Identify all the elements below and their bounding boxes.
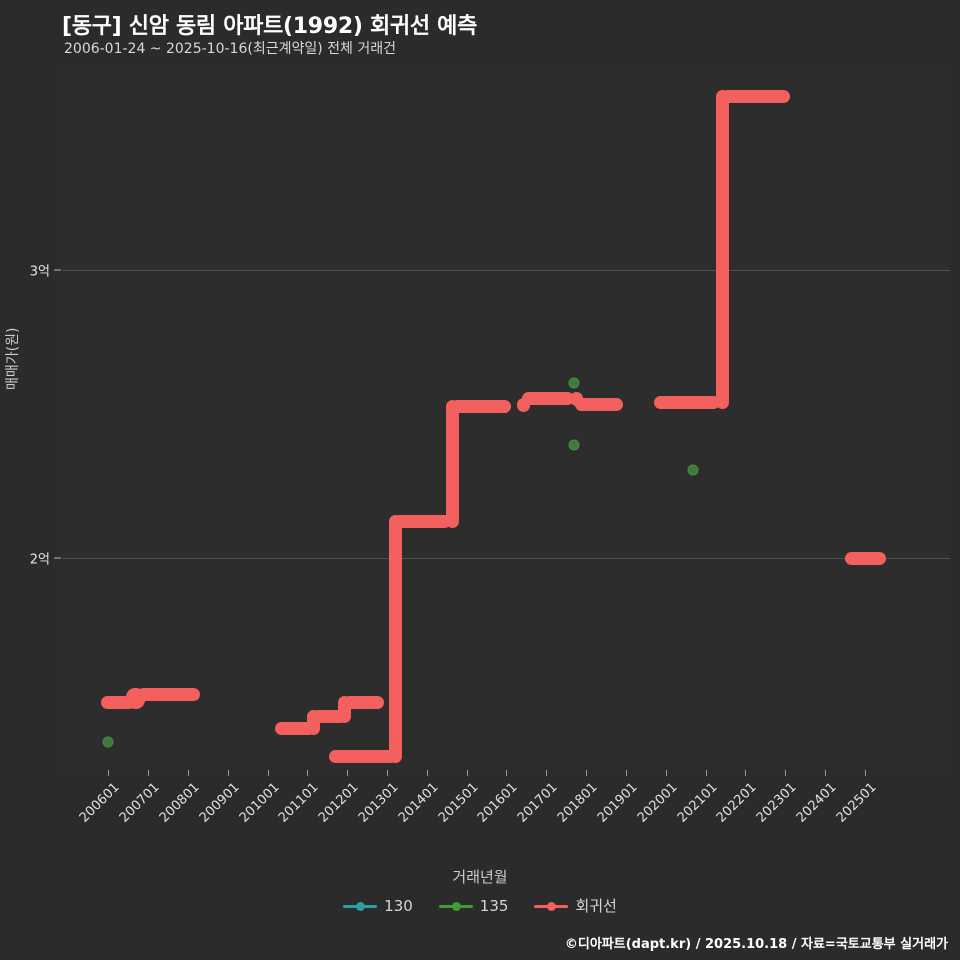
x-tick-label: 201801 (554, 780, 601, 826)
x-tick-label: 202001 (634, 780, 681, 826)
legend-label: 135 (479, 896, 509, 915)
x-tick-label: 200701 (116, 780, 163, 826)
y-tick-mark (54, 269, 61, 271)
x-tick-label: 201701 (514, 780, 561, 826)
legend-item-회귀선[interactable]: 회귀선 (534, 895, 617, 916)
regression-line-segment (393, 515, 451, 528)
x-tick-label: 200901 (196, 780, 243, 826)
legend-label: 130 (384, 896, 413, 915)
x-tick-label: 201401 (395, 780, 442, 826)
legend-label: 회귀선 (575, 897, 617, 915)
x-tick-label: 202401 (793, 780, 840, 826)
x-tick-mark (188, 770, 189, 776)
x-tick-mark (268, 770, 269, 776)
regression-line-segment (845, 552, 886, 565)
x-tick-label: 201201 (315, 780, 362, 826)
scatter-point-135 (568, 439, 580, 451)
legend-marker-icon (438, 900, 473, 912)
footer-credit: ©디아파트(dapt.kr) / 2025.10.18 / 자료=국토교통부 실… (564, 937, 948, 952)
x-tick-label: 202201 (713, 780, 760, 826)
x-tick-label: 202101 (674, 780, 721, 826)
regression-line-segment (137, 688, 200, 701)
regression-line-segment (343, 696, 384, 709)
x-tick-label: 201301 (355, 780, 402, 826)
x-tick-mark (148, 770, 149, 776)
x-tick-label: 201101 (275, 780, 322, 826)
scatter-point-135 (568, 377, 580, 389)
x-tick-mark (706, 770, 707, 776)
scatter-point-135 (687, 464, 699, 476)
y-tick-mark (54, 557, 61, 559)
legend-item-135[interactable]: 135 (438, 896, 509, 915)
legend-marker-icon (534, 900, 569, 912)
x-tick-label: 201501 (435, 780, 482, 826)
x-tick-mark (467, 770, 468, 776)
regression-line-segment (446, 400, 459, 528)
x-tick-mark (108, 770, 109, 776)
legend-marker-icon (343, 900, 378, 912)
scatter-point-135 (102, 736, 114, 748)
plot-area: 3억 2억 200601 200701 200801 200901 201001 201101… (30, 70, 950, 826)
x-tick-mark (666, 770, 667, 776)
x-tick-mark (586, 770, 587, 776)
legend-item-130[interactable]: 130 (343, 897, 413, 915)
y-tick-label: 3억 (29, 264, 50, 280)
x-axis-label: 거래년월 (452, 868, 508, 886)
x-tick-mark (626, 770, 627, 776)
x-tick-label: 201601 (474, 780, 521, 826)
regression-line-segment (329, 750, 397, 763)
x-tick-mark (865, 770, 866, 776)
y-axis-label: 매매가(원) (5, 327, 21, 390)
x-tick-label: 202501 (833, 780, 880, 826)
gridline-3억 (62, 270, 950, 271)
x-tick-label: 202301 (753, 780, 800, 826)
x-tick-mark (546, 770, 547, 776)
regression-line-segment (522, 392, 574, 405)
regression-line-segment (721, 90, 790, 103)
x-tick-mark (785, 770, 786, 776)
x-tick-label: 201901 (594, 780, 641, 826)
x-tick-mark (825, 770, 826, 776)
x-tick-mark (228, 770, 229, 776)
regression-line-segment (716, 90, 729, 409)
regression-line-segment (575, 398, 623, 411)
x-tick-mark (387, 770, 388, 776)
regression-line-segment (451, 400, 511, 413)
x-tick-mark (506, 770, 507, 776)
x-tick-mark (307, 770, 308, 776)
regression-line-segment (654, 396, 720, 409)
regression-line-segment (389, 515, 402, 763)
x-tick-mark (745, 770, 746, 776)
regression-line-segment (275, 722, 315, 735)
y-tick-label: 2억 (29, 552, 50, 568)
x-tick-label: 200601 (76, 780, 123, 826)
x-tick-label: 200801 (156, 780, 203, 826)
regression-line-segment (312, 710, 346, 723)
chart-legend: 130 135 회귀선 (0, 895, 960, 916)
page-title: [동구] 신암 동림 아파트(1992) 회귀선 예측 (62, 14, 478, 39)
x-tick-mark (347, 770, 348, 776)
page-subtitle: 2006-01-24 ~ 2025-10-16(최근계약일) 전체 거래건 (64, 41, 396, 57)
x-tick-label: 201001 (236, 780, 283, 826)
x-tick-mark (427, 770, 428, 776)
gridline-2억 (62, 558, 950, 559)
